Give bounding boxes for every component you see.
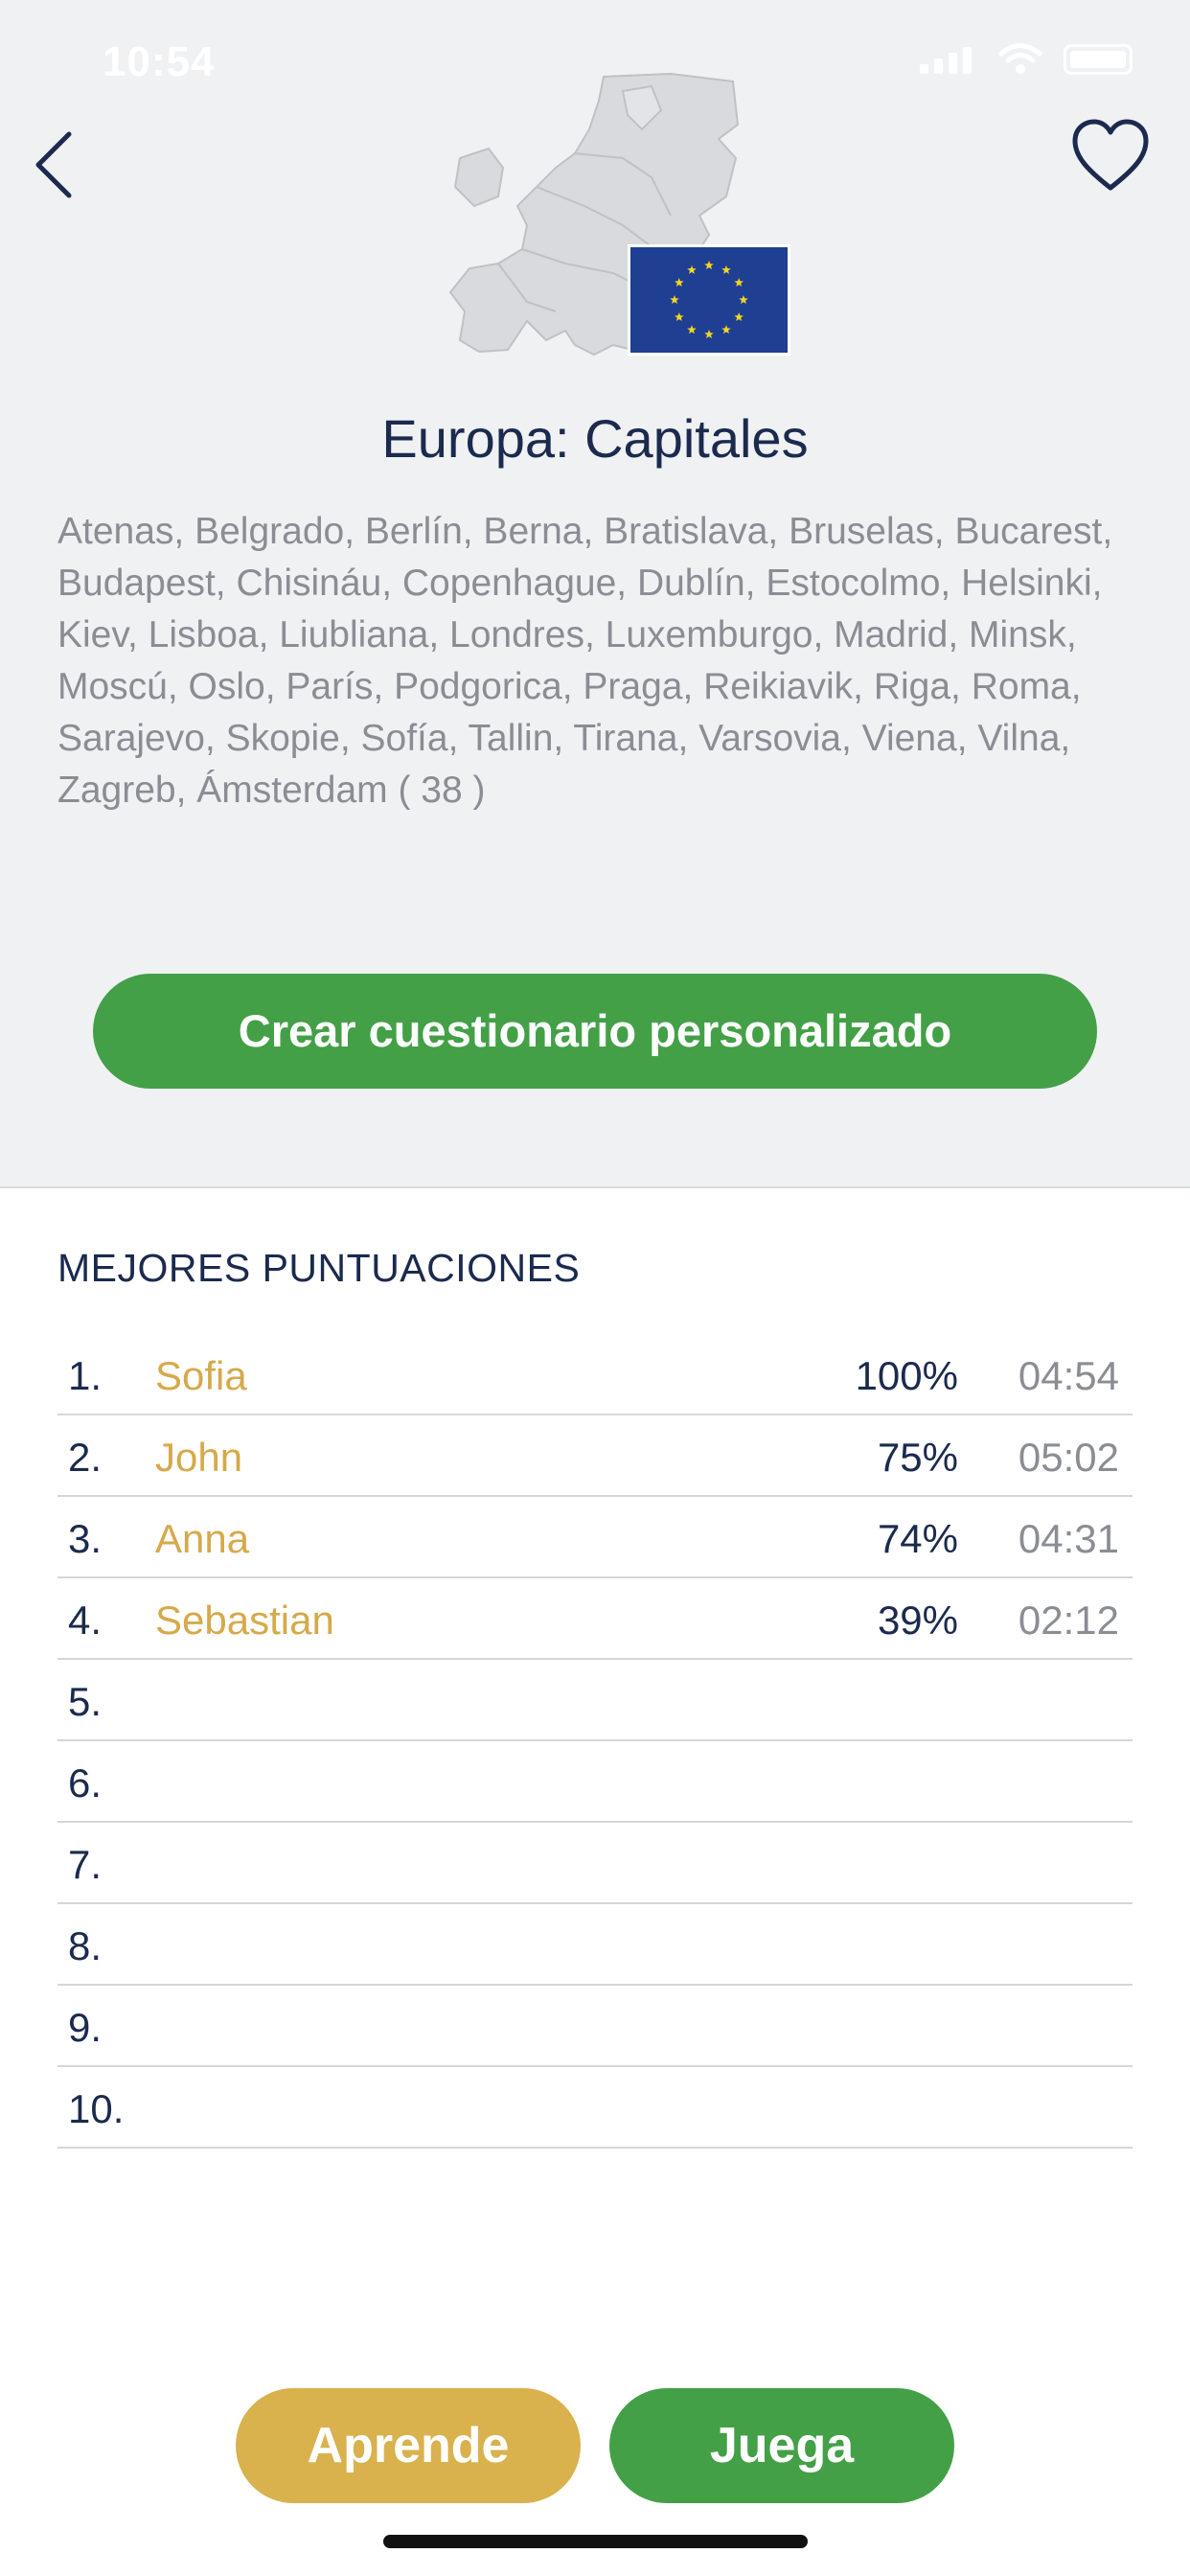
page-title: Europa: Capitales [381, 408, 809, 469]
chevron-left-icon[interactable] [29, 126, 77, 203]
header-section: 10:54 Europa: Capitales Atenas, Belgrado… [0, 0, 1190, 1188]
home-indicator [383, 2535, 808, 2548]
learn-button[interactable]: Aprende [236, 2388, 581, 2503]
status-time: 10:54 [103, 38, 216, 85]
player-name: Anna [155, 1516, 250, 1561]
scores-table: 1. Sofia 100% 04:54 2. John 75% 05:02 3.… [57, 1334, 1133, 2149]
rank: 9. [68, 2005, 103, 2050]
score-percent: 75% [877, 1435, 958, 1480]
score-time: 02:12 [1018, 1598, 1119, 1643]
star-icon [739, 295, 748, 305]
score-time: 05:02 [1018, 1435, 1119, 1480]
heart-icon[interactable] [1069, 117, 1152, 194]
table-row: 3. Anna 74% 04:31 [57, 1497, 1133, 1578]
rank: 7. [68, 1842, 103, 1887]
table-row: 1. Sofia 100% 04:54 [57, 1334, 1133, 1415]
table-row: 9. [57, 1986, 1133, 2067]
rank: 1. [68, 1353, 103, 1398]
star-icon [687, 264, 697, 274]
score-time: 04:54 [1018, 1353, 1119, 1398]
signal-icon [920, 47, 972, 74]
rank: 10. [68, 2086, 125, 2131]
rank: 4. [68, 1598, 103, 1643]
capitals-list: Atenas, Belgrado, Berlín, Berna, Bratisl… [57, 511, 1113, 811]
score-percent: 74% [877, 1516, 958, 1561]
rank: 6. [68, 1760, 103, 1806]
table-row: 6. [57, 1741, 1133, 1823]
star-icon [704, 330, 714, 339]
scores-title: MEJORES PUNTUACIONES [57, 1246, 581, 1290]
rank: 8. [68, 1923, 103, 1968]
rank: 3. [68, 1516, 103, 1561]
table-row: 5. [57, 1660, 1133, 1741]
battery-icon [1064, 44, 1133, 75]
table-row: 2. John 75% 05:02 [57, 1415, 1133, 1497]
eu-flag-icon [628, 244, 790, 356]
wifi-icon [998, 43, 1042, 74]
score-percent: 39% [877, 1598, 958, 1643]
create-custom-quiz-button[interactable]: Crear cuestionario personalizado [93, 974, 1097, 1089]
star-icon [734, 312, 744, 322]
star-icon [675, 278, 684, 288]
star-icon [721, 264, 731, 274]
table-row: 10. [57, 2067, 1133, 2149]
score-percent: 100% [855, 1353, 958, 1398]
player-name: John [155, 1435, 243, 1480]
table-row: 7. [57, 1823, 1133, 1904]
eu-stars [670, 261, 748, 339]
star-icon [704, 261, 714, 270]
star-icon [675, 312, 684, 322]
player-name: Sebastian [155, 1598, 334, 1643]
rank: 5. [68, 1679, 103, 1724]
table-row: 4. Sebastian 39% 02:12 [57, 1578, 1133, 1660]
star-icon [670, 295, 679, 305]
status-icons [920, 43, 1133, 76]
star-icon [734, 278, 744, 288]
play-button[interactable]: Juega [609, 2388, 954, 2503]
table-row: 8. [57, 1904, 1133, 1986]
star-icon [721, 325, 731, 334]
score-time: 04:31 [1018, 1516, 1119, 1561]
player-name: Sofia [155, 1353, 247, 1398]
rank: 2. [68, 1435, 103, 1480]
star-icon [687, 325, 697, 334]
